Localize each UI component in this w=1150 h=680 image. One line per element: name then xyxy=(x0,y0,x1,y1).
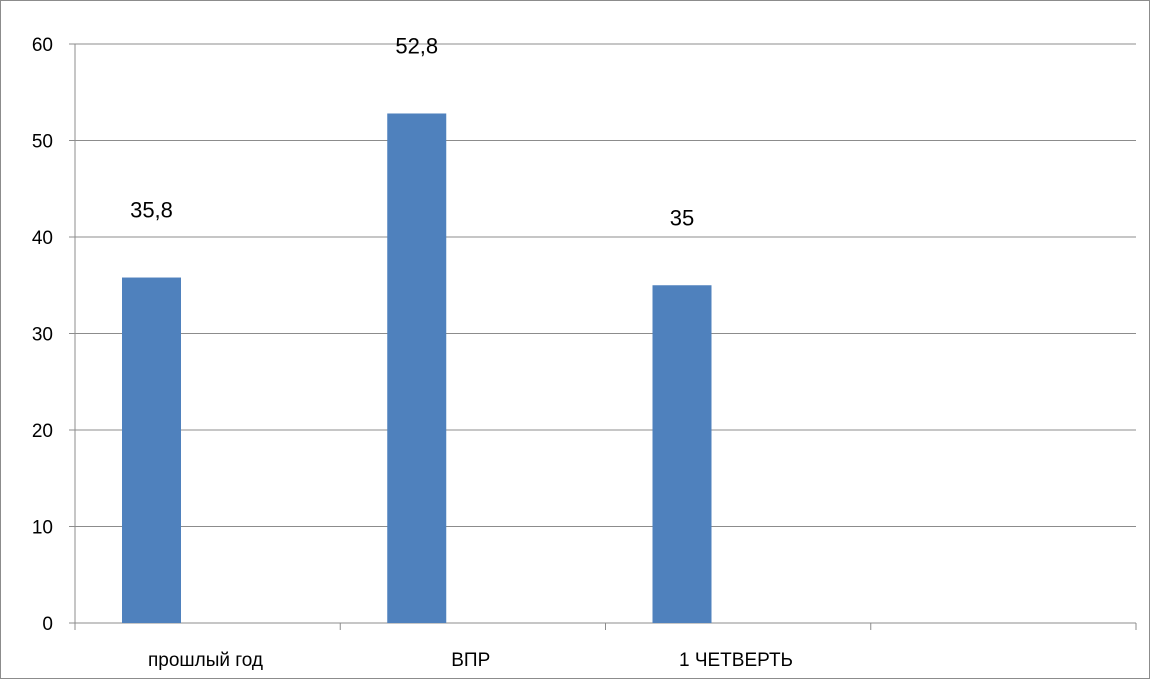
y-tick-label: 0 xyxy=(42,614,53,635)
data-label: 52,8 xyxy=(395,34,438,59)
axes xyxy=(69,43,1137,630)
y-tick-label: 30 xyxy=(32,325,53,346)
category-label: прошлый год xyxy=(148,650,263,671)
y-tick-label: 20 xyxy=(32,421,53,442)
category-label: ВПР xyxy=(451,650,490,671)
gridlines xyxy=(75,43,1136,527)
y-tick-label: 40 xyxy=(32,228,53,249)
category-label: 1 ЧЕТВЕРТЬ xyxy=(679,650,793,671)
data-label: 35 xyxy=(670,205,694,230)
y-tick-label: 10 xyxy=(32,518,53,539)
bars xyxy=(122,113,712,623)
bar xyxy=(652,285,712,623)
category-labels: прошлый год ВПР 1 ЧЕТВЕРТЬ xyxy=(148,650,793,671)
y-tick-label: 60 xyxy=(32,35,53,56)
y-tick-labels: 0 10 20 30 40 50 60 xyxy=(32,35,53,635)
y-tick-label: 50 xyxy=(32,132,53,153)
bar xyxy=(122,277,181,623)
bar xyxy=(387,113,447,623)
data-label: 35,8 xyxy=(130,198,173,223)
data-labels: 35,8 52,8 35 xyxy=(130,34,694,231)
